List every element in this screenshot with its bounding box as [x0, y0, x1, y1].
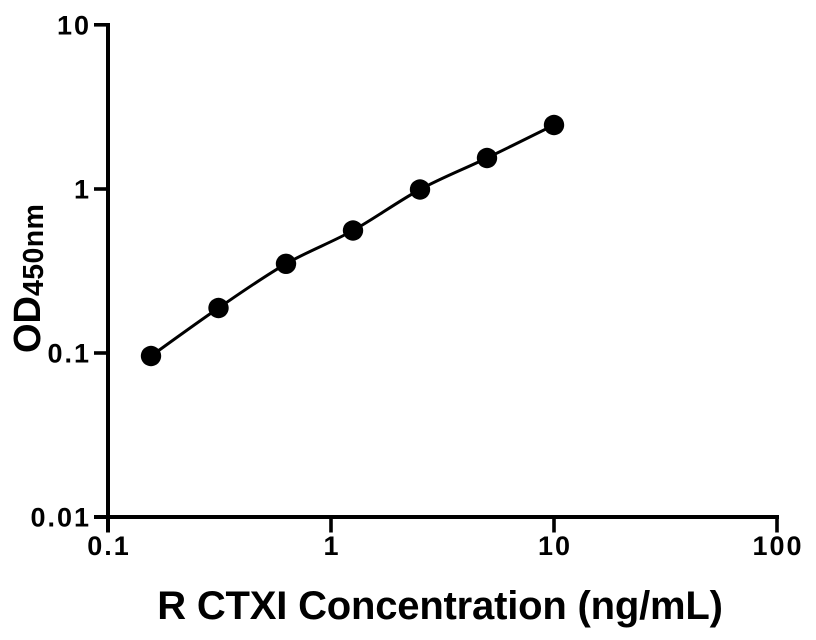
svg-text:0.01: 0.01 — [30, 503, 91, 533]
svg-text:1: 1 — [323, 531, 340, 561]
svg-text:1: 1 — [74, 175, 91, 205]
svg-text:0.1: 0.1 — [87, 531, 131, 561]
svg-text:100: 100 — [752, 531, 803, 561]
svg-text:0.1: 0.1 — [47, 339, 91, 369]
svg-text:R CTXI Concentration (ng/mL): R CTXI Concentration (ng/mL) — [157, 584, 722, 628]
svg-text:10: 10 — [538, 531, 572, 561]
svg-text:10: 10 — [57, 11, 91, 41]
